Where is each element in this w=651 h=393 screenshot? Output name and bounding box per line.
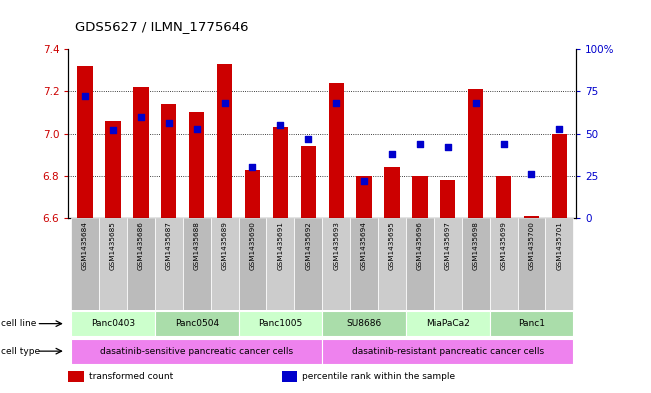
- Bar: [551, 134, 567, 218]
- Point: [135, 114, 146, 120]
- Bar: [71, 311, 155, 336]
- Text: cell type: cell type: [1, 347, 40, 356]
- Text: GSM1435693: GSM1435693: [333, 221, 339, 270]
- Text: GSM1435699: GSM1435699: [501, 221, 506, 270]
- Bar: [273, 127, 288, 218]
- Bar: [490, 311, 574, 336]
- Point: [526, 171, 536, 177]
- Point: [163, 120, 174, 127]
- Bar: [350, 218, 378, 310]
- Text: GSM1435689: GSM1435689: [221, 221, 228, 270]
- Bar: [490, 218, 518, 310]
- Text: transformed count: transformed count: [89, 372, 173, 381]
- Bar: [68, 371, 83, 382]
- Bar: [322, 311, 406, 336]
- Point: [303, 136, 314, 142]
- Text: GSM1435692: GSM1435692: [305, 221, 311, 270]
- Text: dasatinib-sensitive pancreatic cancer cells: dasatinib-sensitive pancreatic cancer ce…: [100, 347, 293, 356]
- Bar: [294, 218, 322, 310]
- Bar: [406, 311, 490, 336]
- Point: [108, 127, 118, 133]
- Bar: [434, 218, 462, 310]
- Text: Panc1005: Panc1005: [258, 319, 303, 328]
- Text: Panc0403: Panc0403: [91, 319, 135, 328]
- Text: GSM1435696: GSM1435696: [417, 221, 423, 270]
- Bar: [71, 339, 322, 364]
- Point: [331, 100, 341, 107]
- Bar: [524, 216, 539, 218]
- Text: GSM1435688: GSM1435688: [194, 221, 200, 270]
- Bar: [546, 218, 574, 310]
- Text: GSM1435701: GSM1435701: [557, 221, 562, 270]
- Bar: [266, 218, 294, 310]
- Text: Panc1: Panc1: [518, 319, 545, 328]
- Bar: [77, 66, 92, 218]
- Bar: [127, 218, 155, 310]
- Bar: [161, 104, 176, 218]
- Text: GSM1435687: GSM1435687: [166, 221, 172, 270]
- Point: [359, 178, 369, 184]
- Bar: [282, 371, 297, 382]
- Bar: [462, 218, 490, 310]
- Point: [471, 100, 481, 107]
- Point: [275, 122, 286, 128]
- Bar: [71, 218, 99, 310]
- Text: GSM1435685: GSM1435685: [110, 221, 116, 270]
- Text: GSM1435686: GSM1435686: [138, 221, 144, 270]
- Bar: [356, 176, 372, 218]
- Point: [387, 151, 397, 157]
- Bar: [189, 112, 204, 218]
- Point: [554, 125, 564, 132]
- Point: [80, 93, 90, 99]
- Bar: [378, 218, 406, 310]
- Bar: [518, 218, 546, 310]
- Bar: [238, 311, 322, 336]
- Bar: [468, 89, 483, 218]
- Text: GSM1435698: GSM1435698: [473, 221, 478, 270]
- Text: GDS5627 / ILMN_1775646: GDS5627 / ILMN_1775646: [75, 20, 249, 33]
- Bar: [322, 339, 574, 364]
- Bar: [99, 218, 127, 310]
- Point: [443, 144, 453, 150]
- Bar: [183, 218, 211, 310]
- Text: GSM1435691: GSM1435691: [277, 221, 283, 270]
- Text: GSM1435700: GSM1435700: [529, 221, 534, 270]
- Point: [415, 141, 425, 147]
- Bar: [155, 218, 183, 310]
- Bar: [211, 218, 238, 310]
- Bar: [238, 218, 266, 310]
- Point: [247, 164, 258, 171]
- Bar: [384, 167, 400, 218]
- Bar: [133, 87, 148, 218]
- Text: cell line: cell line: [1, 319, 36, 328]
- Text: GSM1435697: GSM1435697: [445, 221, 450, 270]
- Bar: [496, 176, 511, 218]
- Bar: [406, 218, 434, 310]
- Point: [499, 141, 509, 147]
- Bar: [217, 64, 232, 218]
- Point: [219, 100, 230, 107]
- Bar: [412, 176, 428, 218]
- Bar: [329, 83, 344, 218]
- Bar: [301, 146, 316, 218]
- Text: GSM1435694: GSM1435694: [361, 221, 367, 270]
- Text: GSM1435690: GSM1435690: [249, 221, 255, 270]
- Text: GSM1435695: GSM1435695: [389, 221, 395, 270]
- Bar: [155, 311, 238, 336]
- Bar: [440, 180, 456, 218]
- Text: Panc0504: Panc0504: [174, 319, 219, 328]
- Text: GSM1435684: GSM1435684: [82, 221, 88, 270]
- Bar: [322, 218, 350, 310]
- Point: [191, 125, 202, 132]
- Text: SU8686: SU8686: [346, 319, 381, 328]
- Bar: [245, 169, 260, 218]
- Text: dasatinib-resistant pancreatic cancer cells: dasatinib-resistant pancreatic cancer ce…: [352, 347, 544, 356]
- Text: MiaPaCa2: MiaPaCa2: [426, 319, 469, 328]
- Text: percentile rank within the sample: percentile rank within the sample: [302, 372, 455, 381]
- Bar: [105, 121, 120, 218]
